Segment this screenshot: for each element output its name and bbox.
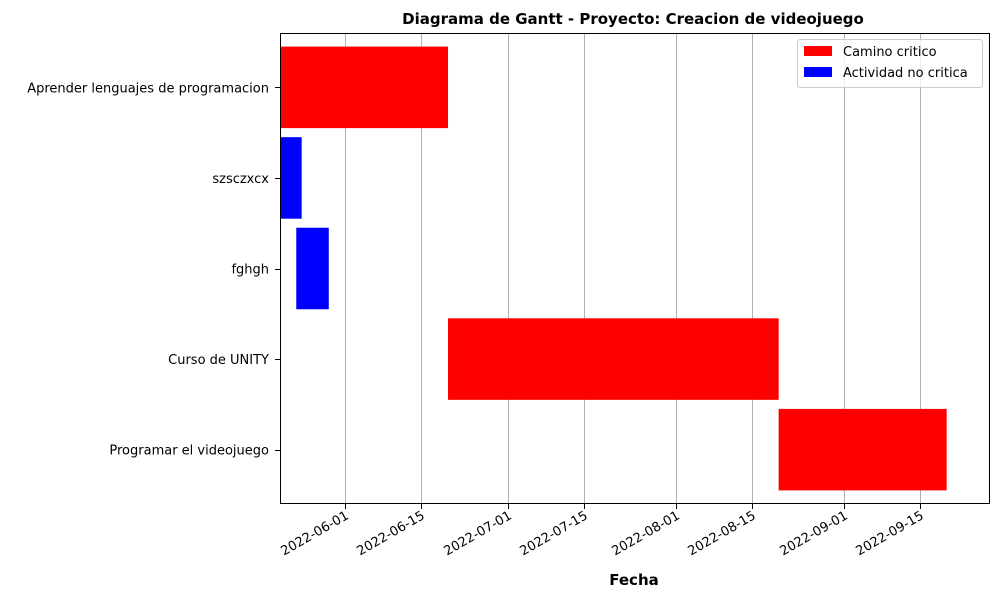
x-tick-label: 2022-08-01: [610, 508, 683, 559]
legend-label: Camino critico: [843, 45, 937, 60]
task-bar: [778, 408, 947, 491]
x-tick-label: 2022-08-15: [686, 508, 759, 559]
chart-title: Diagrama de Gantt - Proyecto: Creacion d…: [402, 10, 864, 28]
task-bar: [280, 137, 302, 219]
y-axis-ticks: Aprender lenguajes de programacion szsczx…: [27, 81, 280, 459]
task-bar: [448, 318, 779, 400]
x-tick-label: 2022-07-15: [518, 508, 591, 559]
y-tick-label: Aprender lenguajes de programacion: [27, 81, 269, 96]
task-bar: [280, 46, 449, 129]
x-tick-label: 2022-06-15: [355, 508, 428, 559]
x-tick-label: 2022-07-01: [442, 508, 515, 559]
y-tick-label: Programar el videojuego: [109, 444, 269, 459]
task-bar: [296, 227, 329, 310]
x-tick-label: 2022-09-15: [854, 508, 927, 559]
legend-swatch: [804, 46, 832, 56]
plot-frame: [280, 33, 990, 504]
legend-label: Actividad no critica: [843, 66, 968, 81]
x-tick-label: 2022-06-01: [279, 508, 352, 559]
x-tick-label: 2022-09-01: [778, 508, 851, 559]
x-axis-ticks: 2022-06-01 2022-06-15 2022-07-01 2022-07-15…: [279, 504, 927, 559]
y-tick-label: Curso de UNITY: [168, 353, 269, 368]
x-axis-label: Fecha: [609, 571, 659, 589]
task-bars: [280, 46, 947, 491]
y-tick-label: fghgh: [231, 263, 269, 278]
y-tick-label: szsczxcx: [212, 172, 269, 187]
legend-swatch: [804, 67, 832, 77]
legend: Camino critico Actividad no critica: [797, 39, 983, 88]
legend-frame: [797, 39, 983, 88]
